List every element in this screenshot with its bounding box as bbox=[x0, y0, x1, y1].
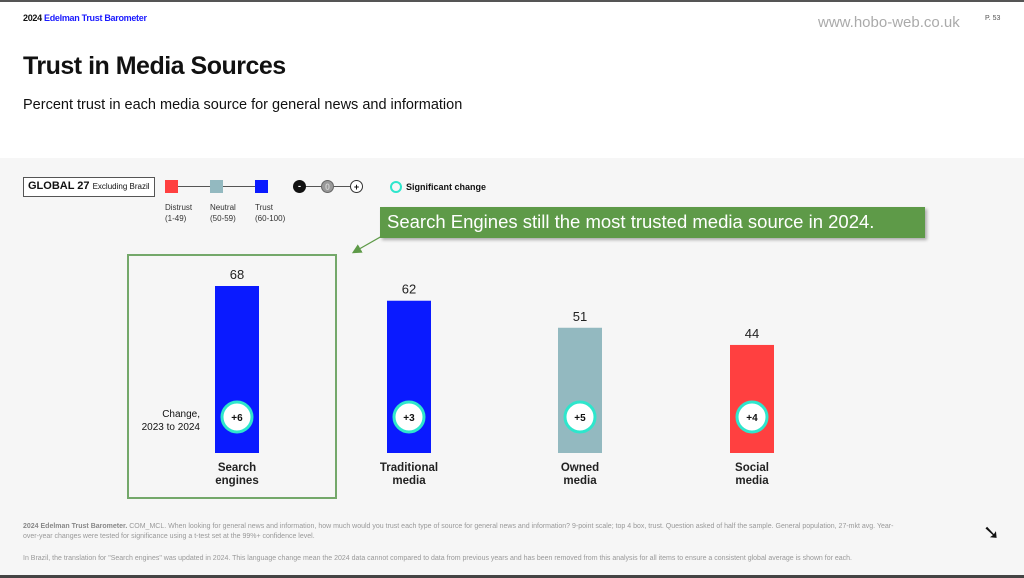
page-title: Trust in Media Sources bbox=[23, 52, 286, 80]
zero-change-icon: 0 bbox=[321, 180, 334, 193]
bar-value-label: 44 bbox=[745, 326, 759, 341]
bar bbox=[730, 344, 774, 453]
plus-change-icon: + bbox=[350, 180, 363, 193]
legend-distrust-swatch bbox=[165, 180, 178, 193]
top-border bbox=[0, 0, 1024, 2]
callout-annotation: Search Engines still the most trusted me… bbox=[380, 207, 925, 238]
legend-trust: Trust (60-100) bbox=[255, 203, 286, 223]
significant-change-icon bbox=[390, 181, 402, 193]
change-circle bbox=[220, 400, 254, 434]
brand: 2024 Edelman Trust Barometer bbox=[23, 13, 147, 23]
legend-trust-swatch bbox=[255, 180, 268, 193]
bar-value-label: 68 bbox=[230, 267, 244, 282]
significant-change-label: Significant change bbox=[406, 182, 487, 192]
change-value-label: +4 bbox=[746, 413, 758, 424]
scope-label: GLOBAL 27 Excluding Brazil bbox=[23, 177, 155, 197]
bar-value-label: 62 bbox=[402, 282, 416, 297]
change-circle bbox=[563, 400, 597, 434]
category-label: Traditional bbox=[380, 462, 438, 474]
change-circle bbox=[735, 400, 769, 434]
legend-neutral-swatch bbox=[210, 180, 223, 193]
legend-distrust: Distrust (1-49) bbox=[165, 203, 193, 223]
change-value-label: +6 bbox=[231, 413, 243, 424]
change-label: Change, 2023 to 2024 bbox=[141, 409, 200, 433]
category-label: media bbox=[392, 475, 426, 487]
bottom-border bbox=[0, 575, 1024, 578]
bar bbox=[558, 327, 602, 453]
change-value-label: +3 bbox=[403, 413, 415, 424]
page-number: P. 53 bbox=[985, 15, 1001, 22]
bar-value-label: 51 bbox=[573, 309, 587, 324]
highlight-box bbox=[127, 254, 337, 499]
site-watermark: www.hobo-web.co.uk bbox=[818, 14, 960, 31]
change-value-label: +5 bbox=[574, 413, 586, 424]
category-label: Owned bbox=[561, 462, 599, 474]
callout-arrow bbox=[351, 235, 383, 254]
change-circle bbox=[392, 400, 426, 434]
page-subtitle: Percent trust in each media source for g… bbox=[23, 97, 463, 113]
footnote-source: 2024 Edelman Trust Barometer. COM_MCL. W… bbox=[23, 523, 894, 540]
legend-neutral: Neutral (50-59) bbox=[210, 203, 236, 223]
category-label: media bbox=[735, 475, 769, 487]
category-label: engines bbox=[215, 475, 258, 487]
minus-change-icon: - bbox=[293, 180, 306, 193]
category-label: Social bbox=[735, 462, 769, 474]
next-arrow-icon[interactable]: ➘ bbox=[983, 522, 1000, 544]
footnote-brazil: In Brazil, the translation for "Search e… bbox=[23, 555, 852, 562]
category-label: Search bbox=[218, 462, 256, 474]
category-label: media bbox=[563, 475, 597, 487]
